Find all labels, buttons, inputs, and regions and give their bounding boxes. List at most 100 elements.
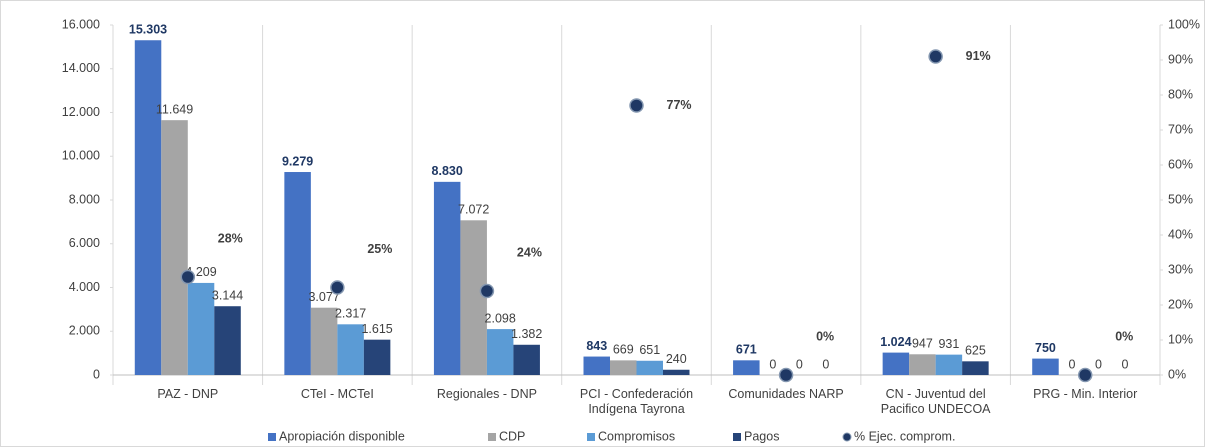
x-tick-label: CN - Juventud del Pacifico UNDECOA (880, 387, 991, 416)
bar-label: 2.098 (485, 311, 516, 325)
bar (610, 360, 637, 375)
bar (882, 352, 910, 375)
bar-label: 947 (912, 337, 933, 351)
bar-label: 1.615 (361, 322, 392, 336)
point (778, 367, 794, 383)
y-tick-label: 0 (93, 367, 100, 381)
bar-label: 843 (586, 339, 607, 353)
y2-tick-label: 10% (1168, 332, 1193, 346)
x-tick-label: CTeI - MCTeI (300, 387, 374, 401)
y-tick-label: 12.000 (62, 105, 100, 119)
x-tick-label: PAZ - DNP (157, 387, 219, 401)
legend-swatch (488, 433, 496, 441)
bar-label: 240 (666, 352, 687, 366)
y2-tick-label: 90% (1168, 52, 1193, 66)
y2-tick-label: 20% (1168, 297, 1193, 311)
bar (310, 307, 338, 375)
bar (134, 40, 162, 375)
bar (486, 329, 514, 375)
x-tick-label: PRG - Min. Interior (1033, 387, 1138, 401)
bar-label: 669 (613, 343, 634, 357)
bar-label: 0 (796, 357, 803, 371)
bar (363, 339, 391, 375)
bar-label: 9.279 (282, 154, 313, 168)
bar-label: 931 (938, 337, 959, 351)
bar (909, 354, 936, 375)
point (928, 49, 943, 64)
point-label: 91% (966, 49, 991, 63)
point (629, 98, 644, 113)
bar-label: 11.649 (156, 102, 193, 116)
y2-tick-label: 30% (1168, 262, 1193, 276)
y2-tick-label: 40% (1168, 227, 1193, 241)
y2-tick-label: 60% (1168, 157, 1193, 171)
legend-label: Pagos (744, 429, 779, 443)
bar (337, 324, 364, 375)
y2-tick-label: 0% (1168, 367, 1186, 381)
x-tick-label: Regionales - DNP (436, 387, 537, 401)
bar (962, 361, 989, 375)
y-tick-label: 10.000 (62, 149, 100, 163)
point (479, 283, 495, 299)
bar-label: 750 (1035, 341, 1056, 355)
point-label: 0% (816, 329, 834, 343)
bar-label: 651 (639, 343, 660, 357)
bar-label: 3.077 (308, 290, 339, 304)
bar-label: 0 (1068, 357, 1075, 371)
y2-tick-label: 100% (1168, 17, 1200, 31)
bar (187, 282, 215, 375)
bar-label: 8.830 (432, 164, 463, 178)
legend-marker (842, 432, 852, 442)
bar-label: 0 (1095, 357, 1102, 371)
legend-swatch (268, 433, 276, 441)
y-tick-label: 8.000 (69, 192, 100, 206)
bar (161, 120, 188, 375)
y-tick-label: 14.000 (62, 61, 100, 75)
bar (513, 344, 540, 375)
y-tick-label: 6.000 (69, 236, 100, 250)
legend-label: Compromisos (598, 429, 675, 443)
bar (663, 369, 690, 375)
bar (733, 360, 760, 375)
bar-label: 1.024 (880, 335, 911, 349)
point (330, 280, 345, 295)
bar-label: 2.317 (335, 307, 366, 321)
bar-label: 0 (822, 357, 829, 371)
legend-label: Apropiación disponible (279, 429, 405, 443)
y-tick-label: 2.000 (69, 324, 100, 338)
bar-label: 671 (736, 343, 757, 357)
bar (433, 181, 461, 375)
bar (636, 360, 663, 375)
y2-tick-label: 50% (1168, 192, 1193, 206)
legend-label: % Ejec. comprom. (854, 429, 955, 443)
bar (284, 172, 311, 375)
x-tick-label: Comunidades NARP (728, 387, 844, 401)
legend-swatch (587, 433, 595, 441)
point-label: 25% (367, 242, 392, 256)
bar-label: 0 (769, 357, 776, 371)
y-tick-label: 4.000 (69, 280, 100, 294)
bar-label: 625 (965, 344, 986, 358)
legend-swatch (733, 433, 741, 441)
bar-label: 15.303 (129, 23, 167, 37)
point-label: 28% (218, 231, 243, 245)
bar-label: 1.382 (511, 327, 542, 341)
y2-tick-label: 80% (1168, 87, 1193, 101)
bar (214, 306, 241, 375)
bar-label: 7.072 (458, 203, 489, 217)
bar (1032, 358, 1059, 375)
point (1077, 367, 1093, 383)
point-label: 77% (667, 98, 692, 112)
x-tick-label: PCI - Confederación Indígena Tayrona (579, 387, 694, 416)
y-tick-label: 16.000 (62, 17, 100, 31)
y2-tick-label: 70% (1168, 122, 1193, 136)
point-label: 24% (517, 245, 542, 259)
bar (935, 354, 963, 375)
point (180, 269, 196, 285)
bar (460, 220, 487, 375)
bar (583, 356, 610, 375)
bar-label: 3.144 (212, 289, 243, 303)
point-label: 0% (1115, 329, 1133, 343)
